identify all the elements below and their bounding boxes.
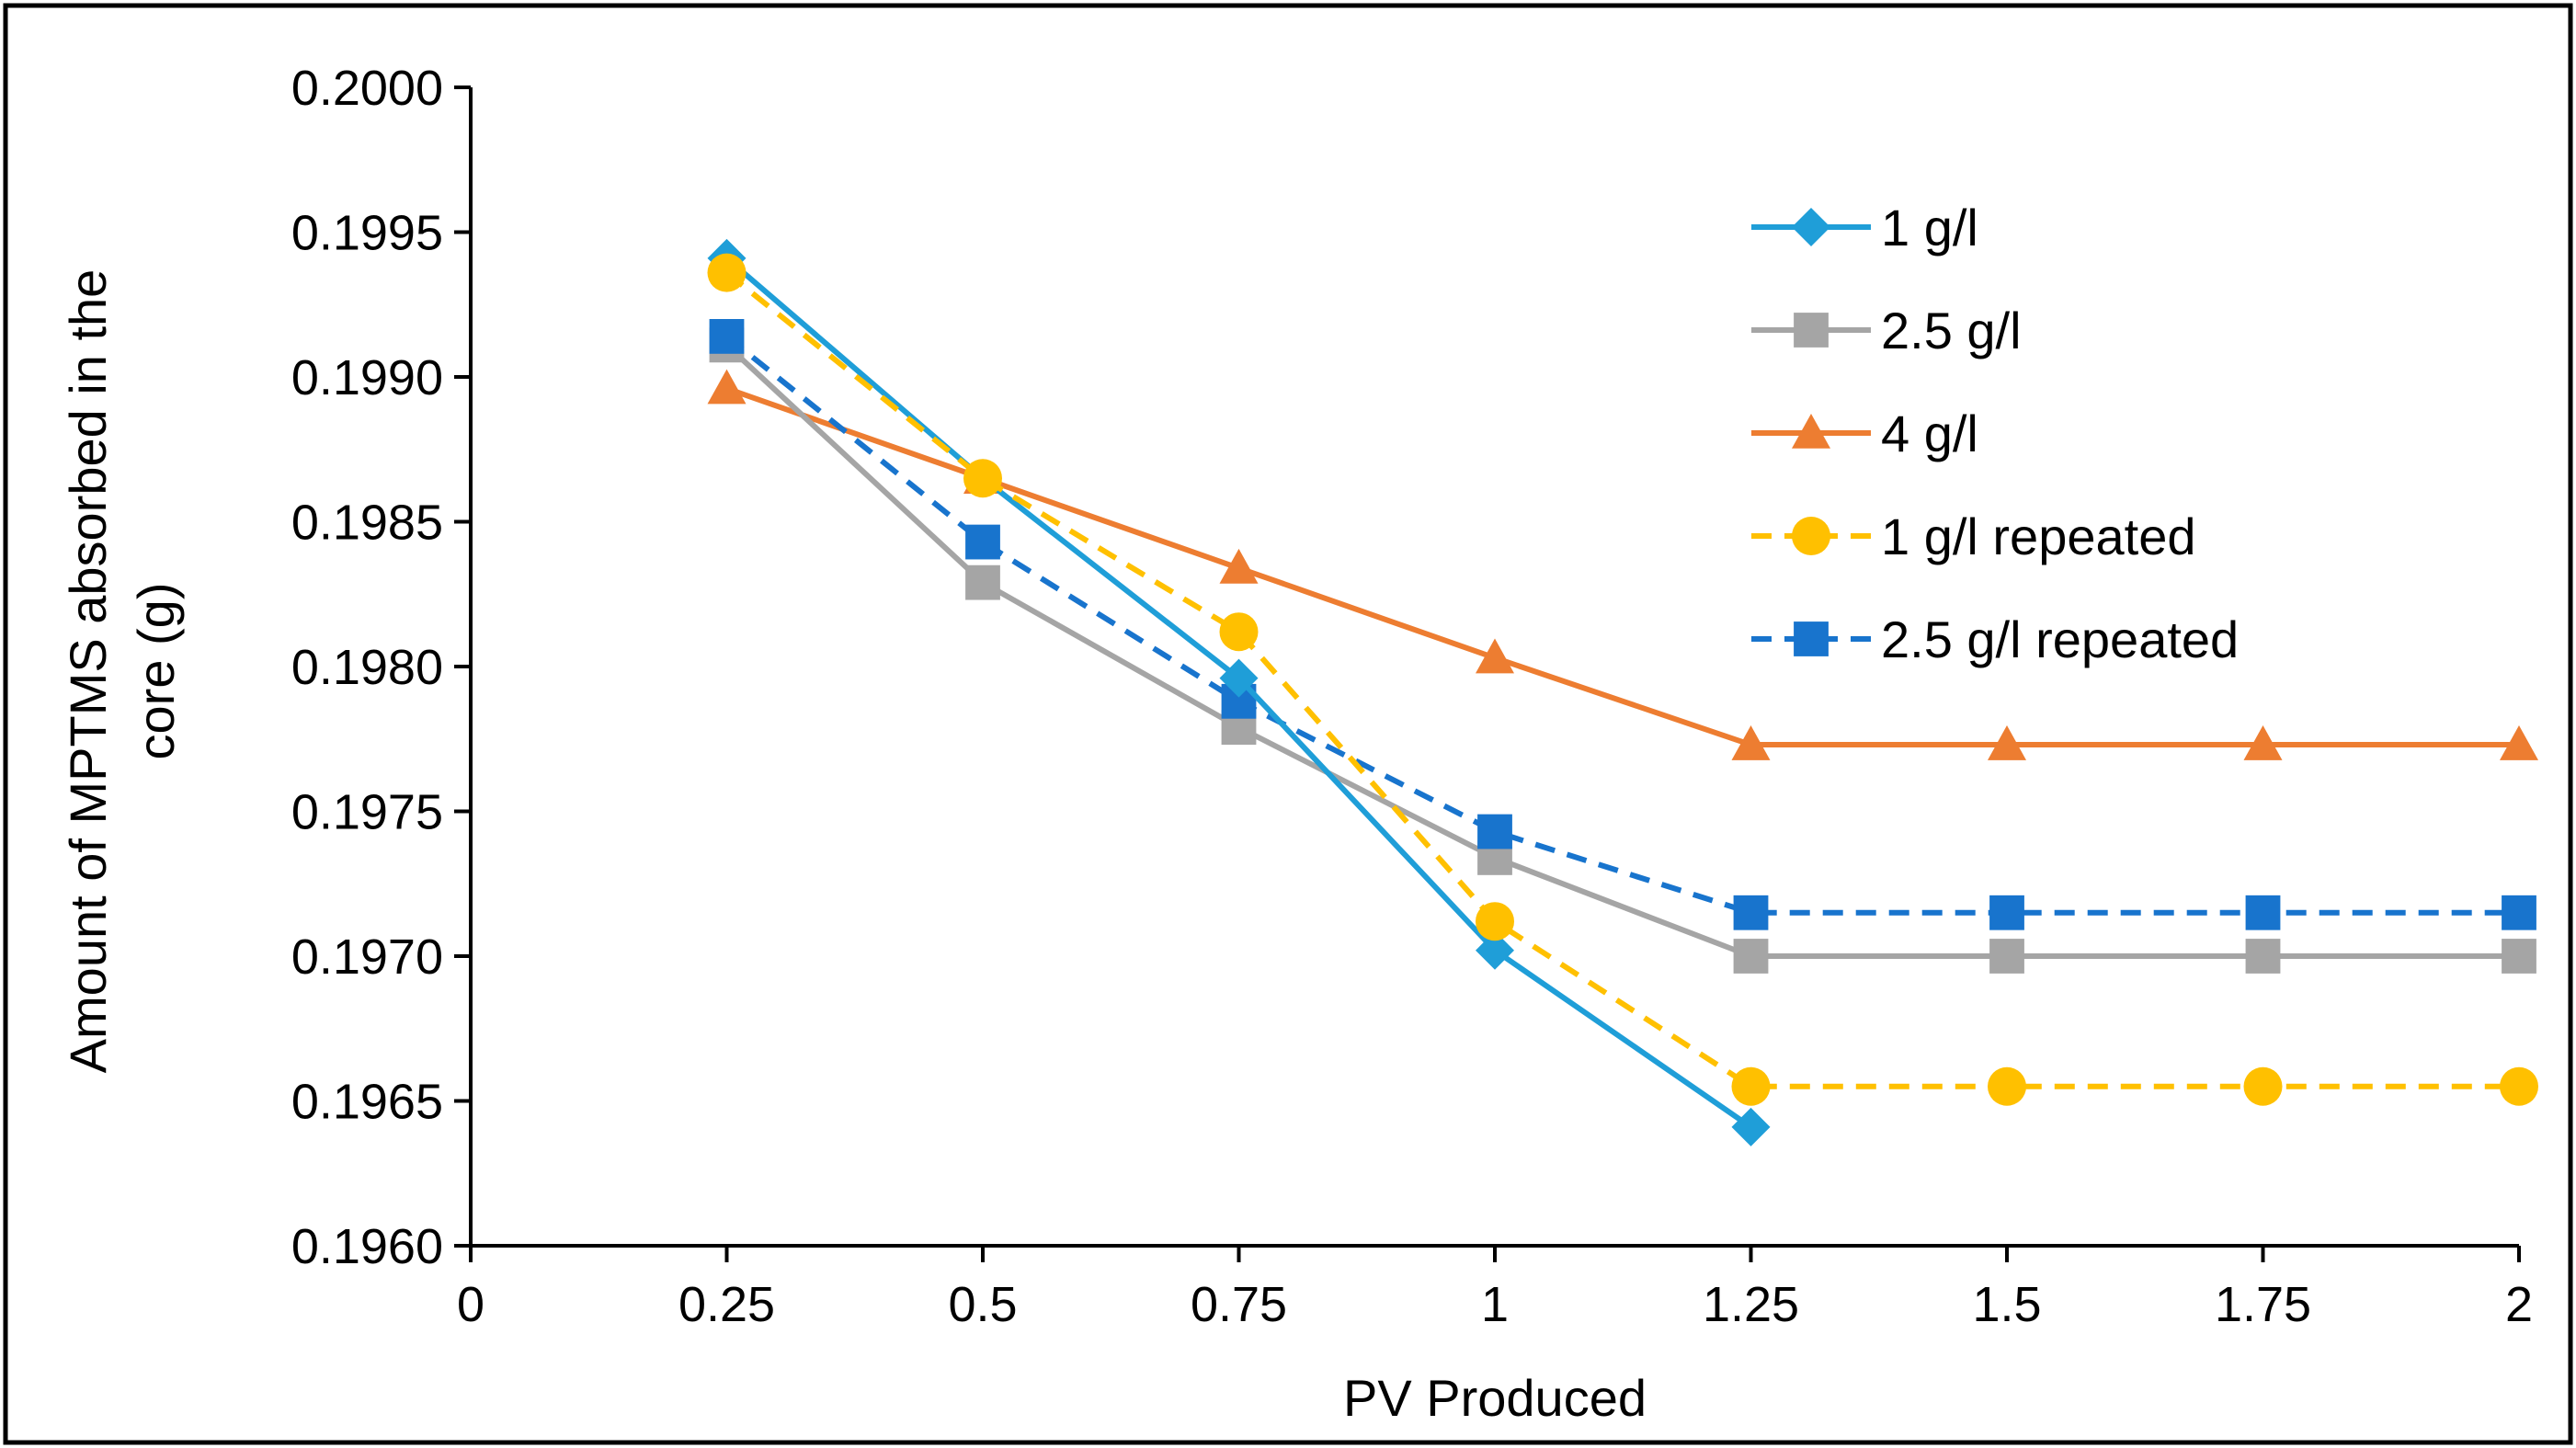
x-ticks: 0 0.25 0.5 0.75 1 1.25 1.5 1.75 2: [457, 1246, 2533, 1332]
data-point: [2243, 725, 2283, 760]
x-tick-label: 1: [1481, 1277, 1509, 1332]
x-tick-label: 1.5: [1972, 1277, 2041, 1332]
data-point: [1476, 638, 1514, 674]
legend-marker: [1792, 517, 1830, 555]
legend-item: 4 g/l: [1751, 405, 1978, 462]
x-axis-title: PV Produced: [1343, 1369, 1647, 1427]
chart-border: [3, 3, 2573, 1445]
data-point: [1219, 658, 1259, 698]
y-tick-label: 0.1970: [291, 929, 443, 985]
x-tick-label: 1.25: [1703, 1277, 1799, 1332]
data-point: [2500, 1066, 2538, 1106]
series-1-g-l-repeated: [707, 253, 2538, 1106]
data-point: [2502, 939, 2536, 974]
series-4-g-l: [707, 369, 2538, 760]
legend-label: 2.5 g/l: [1881, 302, 2022, 359]
y-tick-label: 0.1980: [291, 640, 443, 695]
data-point: [2245, 895, 2281, 930]
data-point: [2245, 939, 2281, 974]
data-point: [709, 319, 745, 354]
x-tick-label: 0.75: [1191, 1277, 1287, 1332]
y-axis-title-line-1: Amount of MPTMS absorbed in the: [59, 269, 117, 1074]
y-tick-label: 0.1975: [291, 785, 443, 840]
legend-item: 1 g/l: [1751, 199, 1978, 257]
y-ticks: 0.1960 0.1965 0.1970 0.1975 0.1980 0.1985 0.19…: [291, 61, 471, 1274]
legend-label: 2.5 g/l repeated: [1881, 610, 2239, 668]
series-line: [725, 385, 2519, 748]
data-point: [2502, 895, 2536, 930]
legend-marker: [1794, 313, 1829, 348]
data-point: [1989, 895, 2024, 930]
data-point: [1731, 1107, 1771, 1146]
data-point: [1219, 612, 1259, 652]
data-point: [1988, 1066, 2026, 1106]
series-line: [724, 334, 2519, 916]
data-point: [1731, 1066, 1771, 1106]
data-point: [707, 369, 747, 405]
data-point: [1733, 895, 1769, 930]
y-tick-label: 0.1985: [291, 496, 443, 551]
legend-label: 1 g/l: [1881, 199, 1978, 257]
x-tick-label: 0.5: [948, 1277, 1017, 1332]
y-tick-label: 0.1995: [291, 206, 443, 261]
y-axis-title: Amount of MPTMS absorbed in the core (g): [59, 269, 185, 1074]
legend-item: 2.5 g/l repeated: [1751, 610, 2239, 668]
x-tick-label: 0.25: [678, 1277, 775, 1332]
series-line: [724, 343, 2519, 959]
data-point: [1988, 725, 2026, 760]
y-tick-label: 0.1960: [291, 1219, 443, 1274]
legend-marker: [1792, 208, 1830, 246]
legend-marker: [1794, 621, 1829, 656]
data-point: [2500, 725, 2538, 760]
data-point: [2243, 1066, 2283, 1106]
y-axis-title-line-2: core (g): [127, 583, 185, 760]
x-tick-label: 2: [2505, 1277, 2533, 1332]
data-point: [1989, 939, 2024, 974]
y-tick-label: 0.2000: [291, 61, 443, 116]
data-point: [963, 459, 1002, 498]
data-point: [1476, 930, 1514, 970]
data-point: [1733, 939, 1769, 974]
plot-area: [707, 238, 2538, 1146]
data-point: [1477, 814, 1512, 849]
series-2-5-g-l-repeated: [709, 319, 2536, 930]
legend-marker: [1792, 414, 1830, 449]
data-point: [1476, 902, 1514, 941]
data-point: [965, 524, 1000, 560]
data-point: [1731, 725, 1771, 760]
legend-label: 1 g/l repeated: [1881, 507, 2195, 565]
x-tick-label: 0: [457, 1277, 484, 1332]
legend-label: 4 g/l: [1881, 405, 1978, 462]
y-tick-label: 0.1990: [291, 350, 443, 405]
data-point: [707, 253, 747, 292]
data-point: [965, 564, 1000, 600]
x-tick-label: 1.75: [2215, 1277, 2311, 1332]
legend-item: 2.5 g/l: [1751, 302, 2022, 359]
y-tick-label: 0.1965: [291, 1075, 443, 1130]
data-point: [1219, 548, 1259, 584]
legend-item: 1 g/l repeated: [1751, 507, 2195, 565]
legend: 1 g/l 2.5 g/l 4 g/l 1 g/l repeated 2.5 g/l r…: [1751, 199, 2239, 668]
series-line: [724, 270, 2519, 1089]
